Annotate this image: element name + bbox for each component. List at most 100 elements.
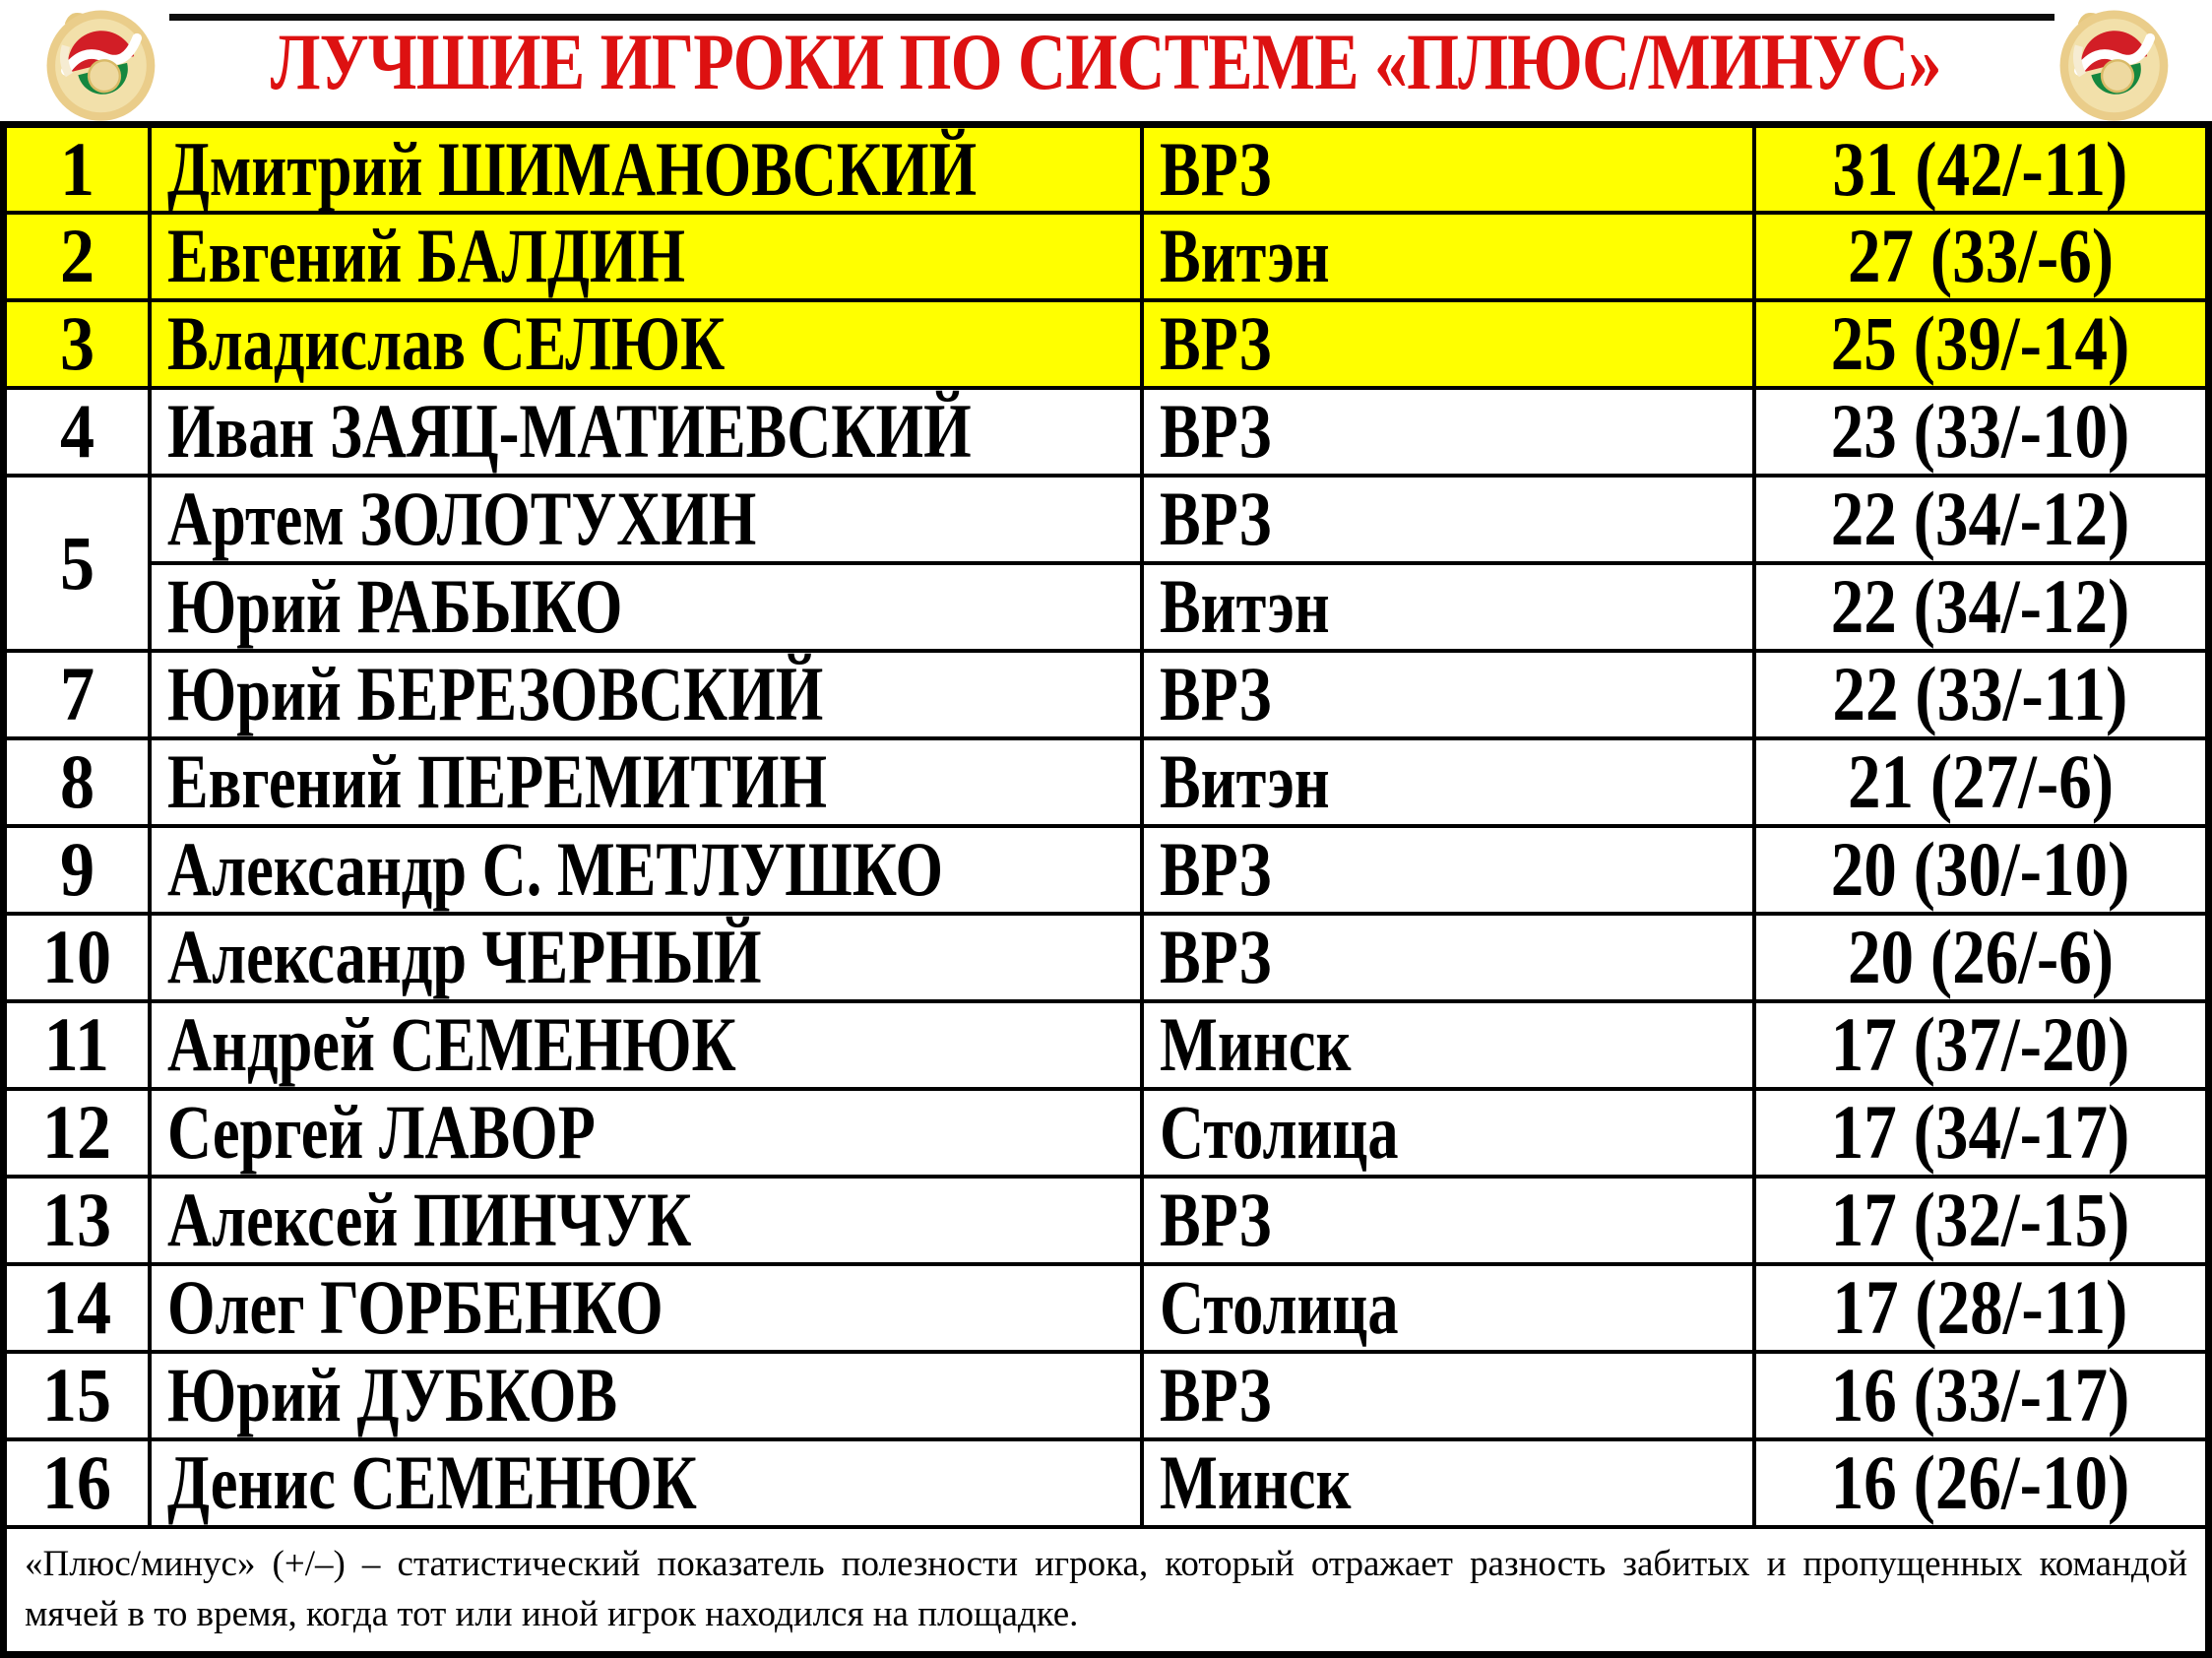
player-name-cell-text: Евгений ПЕРЕМИТИН <box>166 738 827 824</box>
team-cell: ВРЗ <box>1139 1349 1756 1441</box>
federation-medal-logo-left <box>46 10 156 121</box>
rank-cell-text: 7 <box>59 651 95 736</box>
player-name-cell-text: Владислав СЕЛЮК <box>166 300 725 386</box>
stats-cell-text: 17 (28/-11) <box>1832 1264 2128 1350</box>
rank-cell-text: 1 <box>59 125 95 212</box>
footnote-row: «Плюс/минус» (+/–) – статистический пока… <box>1 1524 2211 1657</box>
stats-cell-text: 17 (34/-17) <box>1830 1089 2130 1175</box>
stats-cell: 22 (33/-11) <box>1751 648 2211 740</box>
stats-cell-text: 31 (42/-11) <box>1832 125 2128 212</box>
stats-cell: 22 (34/-12) <box>1751 560 2211 653</box>
logo-gold-ball <box>2100 59 2135 94</box>
logo-white-swoosh <box>61 32 143 76</box>
stats-cell-text: 17 (32/-15) <box>1830 1177 2130 1262</box>
rank-cell: 10 <box>1 911 152 1003</box>
rank-cell-text: 8 <box>59 738 95 824</box>
stats-cell-text: 23 (33/-10) <box>1830 388 2130 474</box>
team-cell-text: Витэн <box>1159 738 1330 824</box>
team-cell: ВРЗ <box>1139 911 1756 1003</box>
stats-cell-text: 20 (30/-10) <box>1830 826 2130 912</box>
rank-cell: 14 <box>1 1261 152 1354</box>
logo-white-swoosh <box>2074 32 2156 76</box>
player-name-cell-text: Андрей СЕМЕНЮК <box>166 1001 736 1087</box>
player-name-cell-text: Александр С. МЕТЛУШКО <box>166 826 943 912</box>
stats-cell-text: 27 (33/-6) <box>1847 213 2114 298</box>
team-cell-text: ВРЗ <box>1159 125 1271 212</box>
player-name-cell-text: Дмитрий ШИМАНОВСКИЙ <box>166 125 977 212</box>
stats-cell-text: 22 (33/-11) <box>1832 651 2128 736</box>
table-row: 5 Артем ЗОЛОТУХИН ВРЗ 22 (34/-12) <box>1 473 2211 653</box>
stats-cell-text: 16 (26/-10) <box>1830 1439 2130 1525</box>
player-name-cell: Андрей СЕМЕНЮК <box>147 998 1144 1091</box>
stats-cell: 17 (28/-11) <box>1751 1261 2211 1354</box>
stats-cell: 20 (26/-6) <box>1751 911 2211 1003</box>
team-cell: Минск <box>1139 1436 1756 1529</box>
player-name-cell-text: Юрий РАБЫКО <box>166 563 622 649</box>
stats-cell-text: 22 (34/-12) <box>1830 563 2130 649</box>
player-name-cell-text: Евгений БАЛДИН <box>166 213 685 298</box>
team-cell-text: Минск <box>1159 1439 1351 1525</box>
rank-cell-text: 9 <box>59 826 95 912</box>
team-cell: Столица <box>1139 1261 1756 1354</box>
stats-cell: 31 (42/-11) <box>1751 122 2211 215</box>
rank-cell-text: 13 <box>42 1177 112 1262</box>
stats-cell: 16 (26/-10) <box>1751 1436 2211 1529</box>
rank-cell-text: 10 <box>42 914 112 999</box>
rank-cell-text: 4 <box>59 388 95 474</box>
player-name-cell: Евгений ПЕРЕМИТИН <box>147 735 1144 828</box>
player-name-cell: Алексей ПИНЧУК <box>147 1174 1144 1266</box>
player-name-cell: Александр С. МЕТЛУШКО <box>147 823 1144 916</box>
rank-cell: 12 <box>1 1086 152 1179</box>
stats-cell: 22 (34/-12) <box>1751 473 2211 565</box>
stats-cell: 20 (30/-10) <box>1751 823 2211 916</box>
stats-cell: 17 (34/-17) <box>1751 1086 2211 1179</box>
rank-cell: 15 <box>1 1349 152 1441</box>
team-cell: ВРЗ <box>1139 648 1756 740</box>
stats-cell: 16 (33/-17) <box>1751 1349 2211 1441</box>
table-row: 9 Александр С. МЕТЛУШКО ВРЗ 20 (30/-10) <box>1 823 2211 916</box>
footnote-text: «Плюс/минус» (+/–) – статистический пока… <box>25 1543 2187 1634</box>
team-cell: ВРЗ <box>1139 122 1756 215</box>
stats-cell: 17 (37/-20) <box>1751 998 2211 1091</box>
table-row: 15 Юрий ДУБКОВ ВРЗ 16 (33/-17) <box>1 1349 2211 1441</box>
rank-cell: 3 <box>1 297 152 390</box>
rank-cell-text: 11 <box>44 1001 110 1087</box>
table-row: 2 Евгений БАЛДИН Витэн 27 (33/-6) <box>1 210 2211 302</box>
rank-cell: 4 <box>1 385 152 478</box>
rank-cell-text: 2 <box>59 213 95 298</box>
team-cell-text: Столица <box>1159 1264 1399 1350</box>
table-row: 10 Александр ЧЕРНЫЙ ВРЗ 20 (26/-6) <box>1 911 2211 1003</box>
player-name-cell: Денис СЕМЕНЮК <box>147 1436 1144 1529</box>
rank-cell: 13 <box>1 1174 152 1266</box>
stats-cell-text: 20 (26/-6) <box>1847 914 2114 999</box>
player-name-cell-text: Юрий БЕРЕЗОВСКИЙ <box>166 651 823 736</box>
stats-cell: 27 (33/-6) <box>1751 210 2211 302</box>
player-name-cell: Юрий ДУБКОВ <box>147 1349 1144 1441</box>
rank-cell: 5 <box>1 473 152 653</box>
table-row: 8 Евгений ПЕРЕМИТИН Витэн 21 (27/-6) <box>1 735 2211 828</box>
table-row: 4 Иван ЗАЯЦ-МАТИЕВСКИЙ ВРЗ 23 (33/-10) <box>1 385 2211 478</box>
rank-cell-text: 3 <box>59 300 95 386</box>
footnote-cell: «Плюс/минус» (+/–) – статистический пока… <box>1 1524 2211 1657</box>
player-name-cell: Владислав СЕЛЮК <box>147 297 1144 390</box>
player-name-cell-text: Денис СЕМЕНЮК <box>166 1439 697 1525</box>
team-cell-text: ВРЗ <box>1159 826 1271 912</box>
player-name-cell-text: Александр ЧЕРНЫЙ <box>166 914 762 999</box>
table-row: 14 Олег ГОРБЕНКО Столица 17 (28/-11) <box>1 1261 2211 1354</box>
player-name-cell: Иван ЗАЯЦ-МАТИЕВСКИЙ <box>147 385 1144 478</box>
team-cell: ВРЗ <box>1139 473 1756 565</box>
table-row: 16 Денис СЕМЕНЮК Минск 16 (26/-10) <box>1 1436 2211 1529</box>
top-rule <box>169 14 2054 21</box>
team-cell: ВРЗ <box>1139 385 1756 478</box>
player-name-cell-text: Олег ГОРБЕНКО <box>166 1264 664 1350</box>
logo-gold-ball <box>87 59 122 94</box>
table-row: Юрий РАБЫКО Витэн 22 (34/-12) <box>4 560 2211 653</box>
player-name-cell: Юрий РАБЫКО <box>147 560 1144 653</box>
table-row: 12 Сергей ЛАВОР Столица 17 (34/-17) <box>1 1086 2211 1179</box>
stats-cell: 25 (39/-14) <box>1751 297 2211 390</box>
team-cell-text: ВРЗ <box>1159 388 1271 474</box>
plus-minus-table: 1 Дмитрий ШИМАНОВСКИЙ ВРЗ 31 (42/-11) 2 Евген… <box>0 121 2212 1658</box>
table-row: 13 Алексей ПИНЧУК ВРЗ 17 (32/-15) <box>1 1174 2211 1266</box>
team-cell: Витэн <box>1139 735 1756 828</box>
